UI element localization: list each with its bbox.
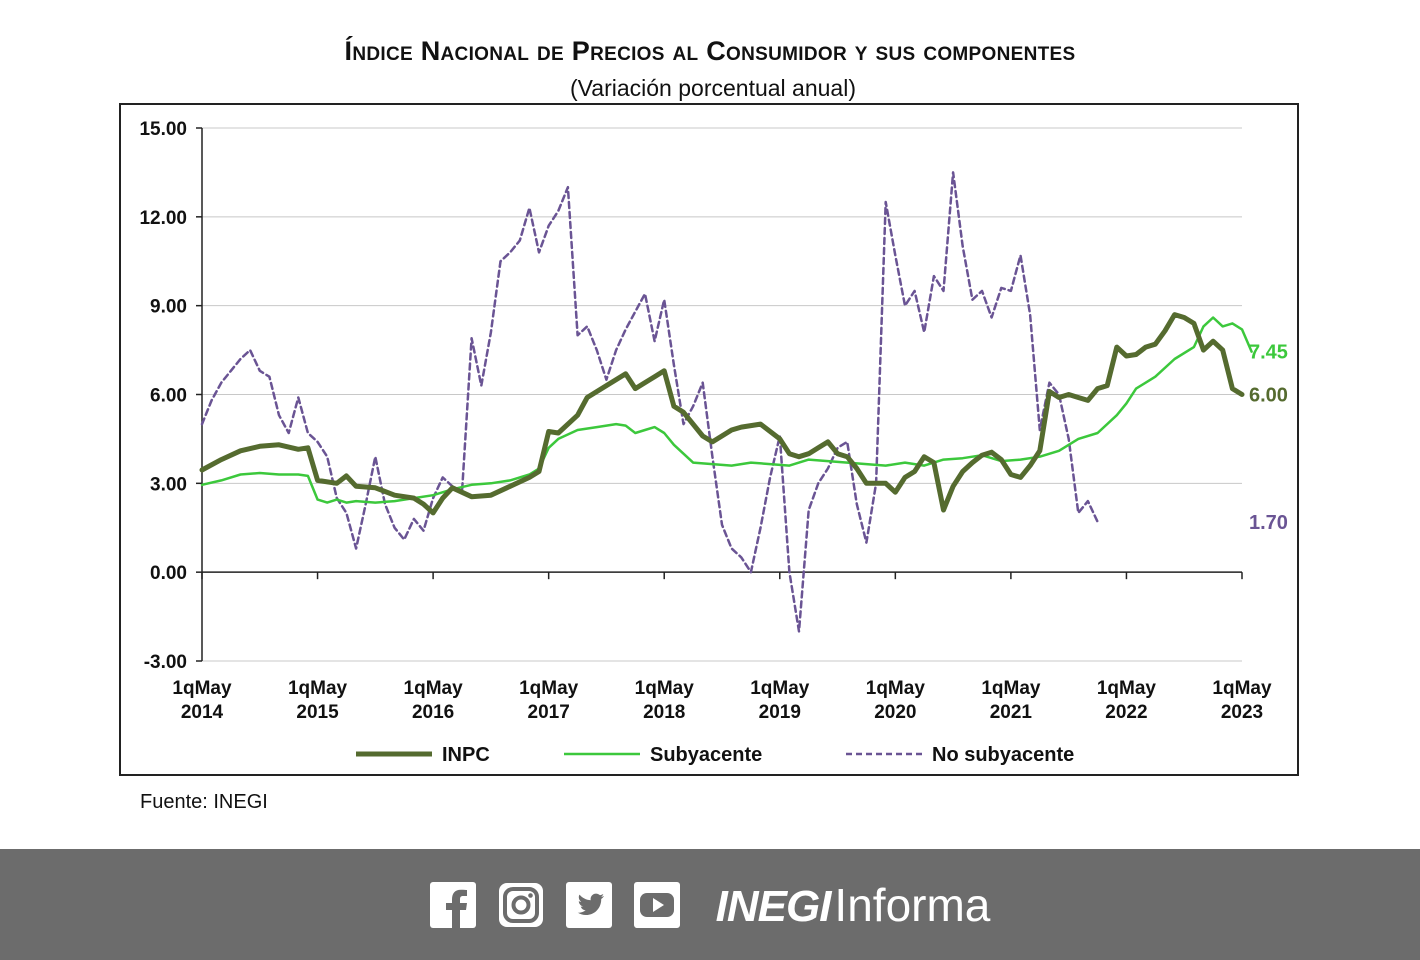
chart-subtitle: (Variación porcentual anual) xyxy=(570,75,856,101)
y-tick-label: 0.00 xyxy=(150,563,187,584)
series-line-subyacente xyxy=(200,316,1253,504)
inegi-informa-logo: INEGI Informa xyxy=(716,878,991,932)
x-tick-label: 1qMay xyxy=(866,678,926,699)
x-tick-label: 1qMay xyxy=(635,678,695,699)
y-tick-label: 9.00 xyxy=(150,297,187,318)
youtube-icon[interactable] xyxy=(633,881,680,928)
y-tick-label: 6.00 xyxy=(150,386,187,407)
facebook-icon[interactable] xyxy=(429,881,476,928)
footer-bar: INEGI Informa xyxy=(0,849,1420,960)
x-tick-label: 2017 xyxy=(528,702,570,723)
x-tick-label: 2016 xyxy=(412,702,454,723)
twitter-icon[interactable] xyxy=(565,881,612,928)
y-tick-label: 3.00 xyxy=(150,474,187,495)
source-note: Fuente: INEGI xyxy=(140,791,268,813)
x-tick-label: 1qMay xyxy=(750,678,810,699)
x-tick-label: 2020 xyxy=(874,702,916,723)
x-tick-label: 2019 xyxy=(759,702,801,723)
series-line-inpc xyxy=(199,312,1245,516)
legend-label: Subyacente xyxy=(650,744,762,766)
x-tick-label: 1qMay xyxy=(404,678,464,699)
x-tick-label: 1qMay xyxy=(1097,678,1157,699)
x-tick-label: 2023 xyxy=(1221,702,1263,723)
x-tick-label: 2014 xyxy=(181,702,224,723)
brand-bold-text: INEGI xyxy=(715,881,832,931)
x-tick-label: 2022 xyxy=(1105,702,1147,723)
series-line-no-subyacente xyxy=(200,171,1099,633)
x-tick-label: 2021 xyxy=(990,702,1033,723)
chart-plot: 15.00 12.00 9.00 6.00 3.00 0.00 -3.00 1qMay 2014… xyxy=(139,119,1288,766)
social-links xyxy=(429,881,702,928)
x-tick-label: 1qMay xyxy=(519,678,579,699)
end-value-label: 6.00 xyxy=(1249,385,1288,407)
x-tick-label: 1qMay xyxy=(1212,678,1272,699)
instagram-icon[interactable] xyxy=(498,882,544,928)
x-tick-label: 1qMay xyxy=(981,678,1041,699)
y-tick-label: 12.00 xyxy=(139,208,187,229)
x-tick-label: 2018 xyxy=(643,702,685,723)
chart-title: Índice Nacional de Precios al Consumidor… xyxy=(344,36,1076,66)
y-tick-label: 15.00 xyxy=(139,119,187,140)
y-tick-label: -3.00 xyxy=(144,652,187,673)
x-tick-label: 1qMay xyxy=(172,678,232,699)
x-tick-label: 1qMay xyxy=(288,678,348,699)
brand-light-text: Informa xyxy=(834,878,991,931)
x-tick-label: 2015 xyxy=(296,702,339,723)
legend-label: No subyacente xyxy=(932,744,1074,766)
end-value-label: 1.70 xyxy=(1249,512,1288,534)
end-value-label: 7.45 xyxy=(1249,342,1288,364)
legend-label: INPC xyxy=(442,744,490,766)
chart-frame: 15.00 12.00 9.00 6.00 3.00 0.00 -3.00 1qMay 2014… xyxy=(119,103,1299,776)
